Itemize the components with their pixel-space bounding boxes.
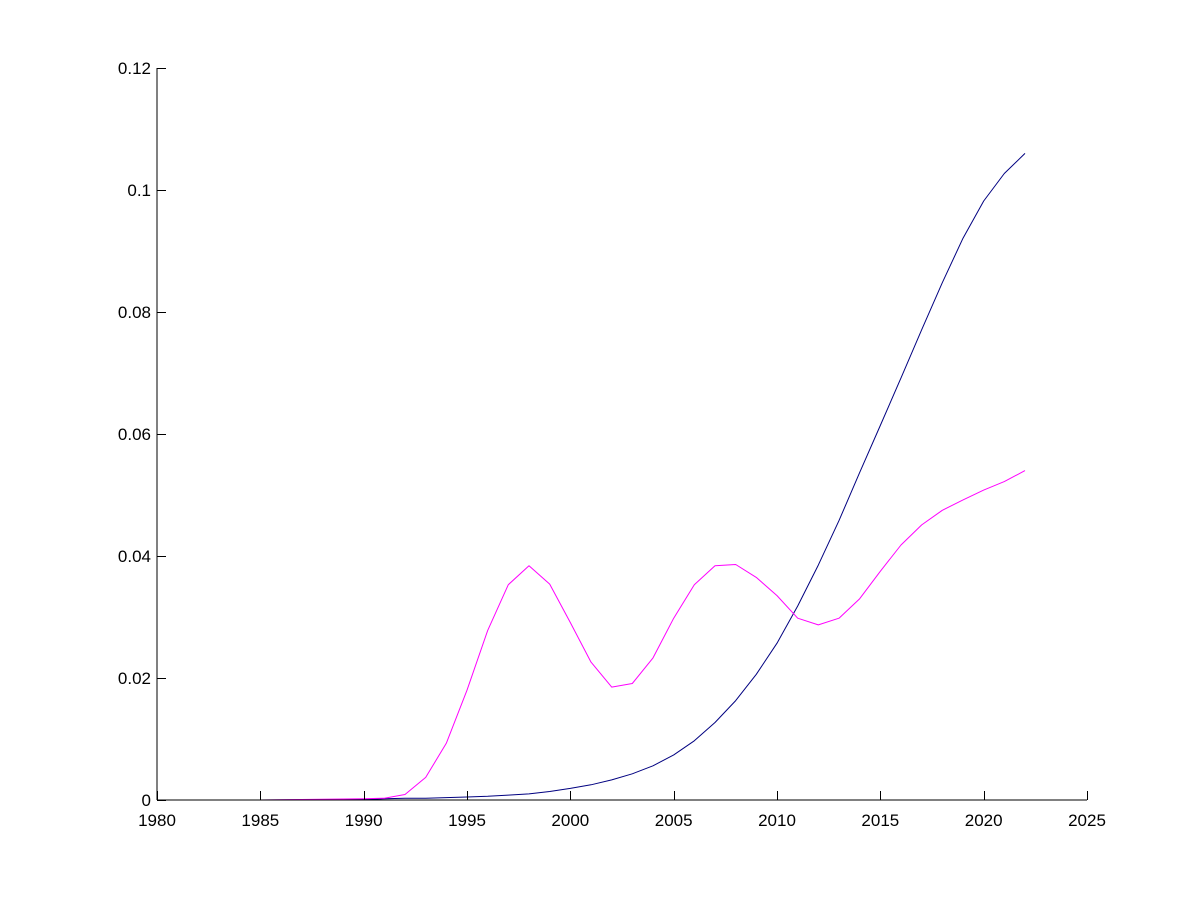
x-tick-label: 1995 [448, 811, 486, 830]
axis-layer: 1980 1985 1990 1995 2000 2005 2010 2015 2020 2025… [118, 59, 1106, 830]
y-tick-label: 0.1 [127, 181, 151, 200]
x-tick-label: 2015 [861, 811, 899, 830]
x-tick-label: 2000 [551, 811, 589, 830]
y-tick-label: 0.04 [118, 547, 151, 566]
x-tick-label: 1980 [138, 811, 176, 830]
series-line-blue [157, 153, 1026, 801]
x-tick-label: 2010 [758, 811, 796, 830]
y-tick-label: 0 [142, 791, 151, 810]
x-tick-label: 2005 [655, 811, 693, 830]
y-tick-label: 0.02 [118, 669, 151, 688]
x-tick-label: 2025 [1068, 811, 1106, 830]
y-tick-label: 0.08 [118, 303, 151, 322]
series-layer [157, 153, 1026, 801]
series-line-magenta [157, 470, 1026, 801]
x-tick-label: 1990 [345, 811, 383, 830]
x-tick-label: 1985 [241, 811, 279, 830]
x-tick-label: 2020 [965, 811, 1003, 830]
y-tick-label: 0.12 [118, 59, 151, 78]
y-tick-label: 0.06 [118, 425, 151, 444]
